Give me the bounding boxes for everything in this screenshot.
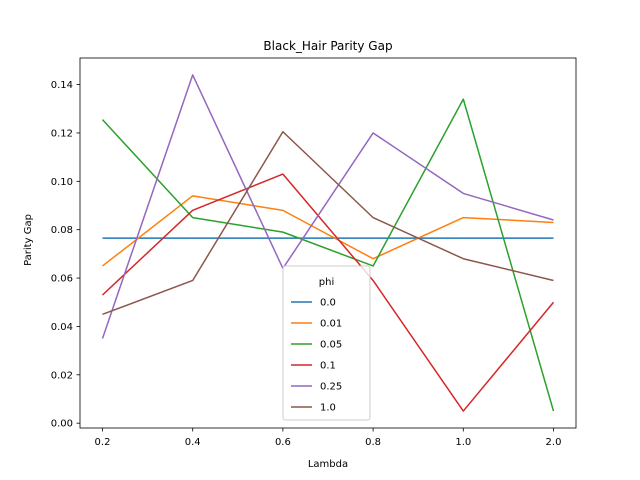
x-tick-label: 0.4 — [185, 437, 201, 448]
legend-box — [282, 265, 371, 421]
y-tick-label: 0.04 — [51, 322, 73, 333]
legend-label-5: 1.0 — [320, 403, 336, 414]
series-line-4 — [101, 74, 554, 339]
legend-label-1: 0.01 — [320, 319, 342, 330]
x-axis-title: Lambda — [308, 459, 348, 470]
chart-title: Black_Hair Parity Gap — [263, 39, 392, 53]
x-tick-label: 0.2 — [95, 437, 111, 448]
legend-label-3: 0.1 — [320, 361, 336, 372]
legend-label-4: 0.25 — [320, 382, 342, 393]
y-tick-label: 0.08 — [51, 225, 73, 236]
y-tick-label: 0.14 — [51, 80, 73, 91]
axes-frame — [79, 57, 577, 429]
series-line-1 — [102, 195, 554, 267]
series-line-2 — [101, 98, 555, 412]
series-line-3 — [101, 173, 555, 412]
x-tick-label: 1.0 — [455, 437, 471, 448]
x-tick-label: 0.8 — [365, 437, 381, 448]
y-tick-label: 0.06 — [51, 274, 73, 285]
y-tick-label: 0.02 — [51, 370, 73, 381]
y-tick-label: 0.10 — [51, 177, 73, 188]
legend-label-2: 0.05 — [320, 340, 342, 351]
legend-title: phi — [319, 277, 334, 288]
x-tick-label: 0.6 — [275, 437, 291, 448]
legend-label-0: 0.0 — [320, 298, 336, 309]
y-axis-title: Parity Gap — [23, 214, 34, 266]
y-tick-label: 0.12 — [51, 128, 73, 139]
y-tick-label: 0.00 — [51, 419, 73, 430]
series-line-5 — [102, 131, 554, 316]
plot-area: 0.2 0.4 0.6 0.8 1.0 2.0 0.00 0.02 0.04 0.06 0.08 0.… — [51, 57, 577, 448]
x-tick-label: 2.0 — [546, 437, 562, 448]
